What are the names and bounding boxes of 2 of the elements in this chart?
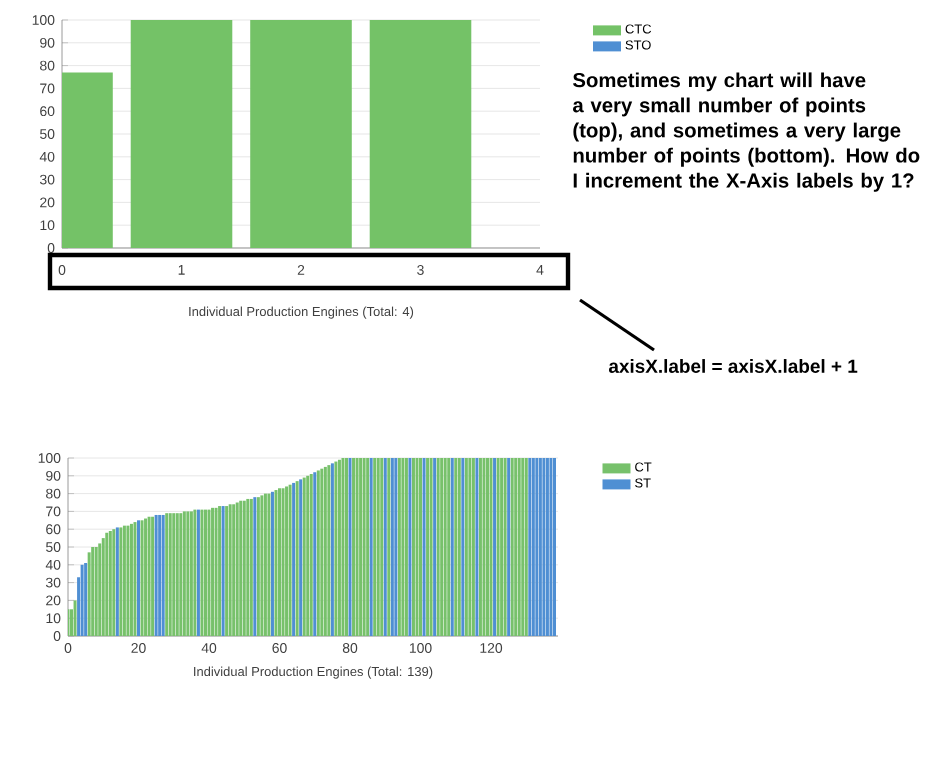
text: axisX.label = axisX.label + 1 [608, 359, 858, 373]
text: Sometimes my chart will have a very small number of points (top), and sometimes a very large number of points (bottom). How do I increment the X-Axis labels by 1? [573, 72, 920, 192]
